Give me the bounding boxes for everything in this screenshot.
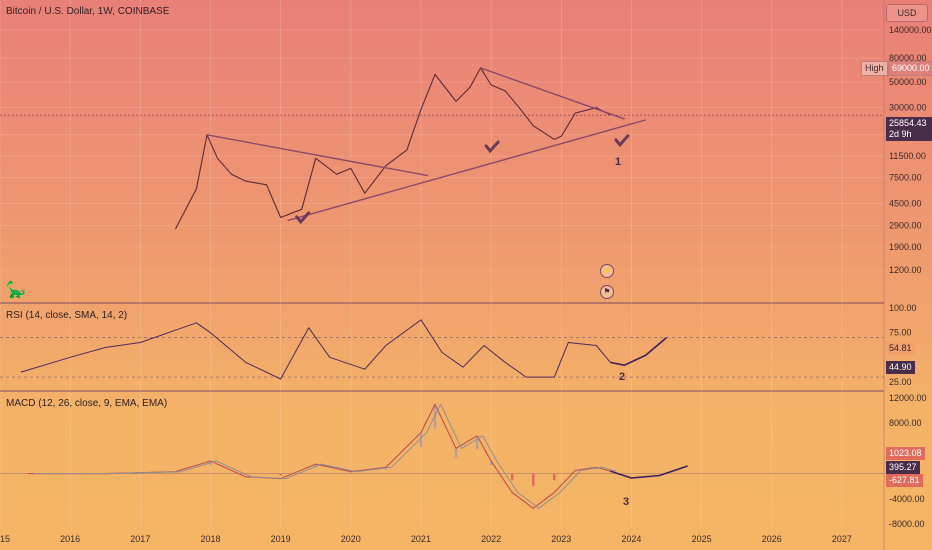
price-tick-label: 1200.00 [889,265,922,275]
price-tick-label: 50000.00 [889,77,927,87]
currency-button[interactable]: USD [886,4,928,22]
macd-tick-label: 12000.00 [889,393,927,403]
dino-logo-icon: 🦕 [6,282,26,299]
time-tick-label: 2027 [832,534,852,544]
rsi-tick-label: 100.00 [889,303,917,313]
macd-histogram-bar [454,448,458,458]
annotation-1: 1 [615,156,622,168]
rsi-series-line [20,319,611,380]
price-tick-label: 2900.00 [889,221,922,231]
price-tick-label: 1900.00 [889,242,922,252]
price-tick-label: 11500.00 [889,151,926,161]
time-tick-label: 2018 [200,534,220,544]
rsi-label[interactable]: RSI (14, close, SMA, 14, 2) [6,310,128,321]
macd-signal-value: -627.81 [886,474,923,487]
macd-histogram-bar [475,435,479,450]
time-tick-label: 2023 [551,534,571,544]
rsi-projection-line [610,336,668,367]
time-tick-label: 2019 [271,534,291,544]
price-series-line [174,67,611,230]
candle-countdown: 2d 9h [889,129,912,139]
time-tick-label: 2015 [0,534,10,544]
macd-histogram-bar [279,473,282,476]
check-icon [295,211,311,225]
lightning-icon[interactable]: ⚡ [600,264,614,278]
rsi-value: 44.90 [886,361,915,374]
time-tick-label: 2022 [481,534,501,544]
price-tick-label: 80000.00 [889,53,927,63]
annotation-2: 2 [619,371,626,383]
flag-icon[interactable]: ⚑ [600,285,614,299]
price-tick-label: 140000.00 [889,25,932,35]
macd-signal-line [33,403,617,509]
price-tick-label: 30000.00 [889,103,927,113]
trend-line [206,134,429,177]
macd-histogram-bar [553,473,556,481]
current-price: 25854.43 [889,118,927,128]
macd-series-line [28,403,611,509]
macd-histogram-bar [419,432,423,447]
high-label: High [861,61,888,76]
time-tick-label: 2020 [341,534,361,544]
time-tick-label: 2024 [621,534,641,544]
current-price-badge: 25854.43 2d 9h [886,117,932,141]
rsi-tick-label: 75.00 [889,328,912,338]
rsi-tick-label: 25.00 [889,377,912,387]
macd-hist-value: 1023.08 [886,447,925,460]
trend-line [287,119,646,222]
macd-label[interactable]: MACD (12, 26, close, 9, EMA, EMA) [6,398,168,409]
time-tick-label: 2017 [130,534,150,544]
trend-line [480,67,625,120]
rsi-sma-value: 54.81 [886,342,915,355]
time-tick-label: 2016 [60,534,80,544]
time-tick-label: 2021 [411,534,431,544]
symbol-title[interactable]: Bitcoin / U.S. Dollar, 1W, COINBASE [6,6,170,17]
annotation-3: 3 [623,496,630,508]
price-tick-label: 7500.00 [889,173,922,183]
time-tick-label: 2026 [762,534,782,544]
macd-tick-label: -4000.00 [889,494,925,504]
price-tick-label: 4500.00 [889,198,922,208]
check-icon [484,140,500,154]
time-tick-label: 2025 [692,534,712,544]
macd-value: 395.27 [886,461,920,474]
macd-tick-label: 8000.00 [889,418,922,428]
macd-histogram-bar [489,461,493,466]
macd-tick-label: -8000.00 [889,519,925,529]
check-icon [614,134,630,148]
macd-histogram-bar [532,473,535,486]
high-value-badge: 69000.00 [888,61,932,76]
macd-histogram-bar [510,473,514,481]
macd-projection-line [610,465,688,479]
macd-histogram-bar [314,464,317,468]
